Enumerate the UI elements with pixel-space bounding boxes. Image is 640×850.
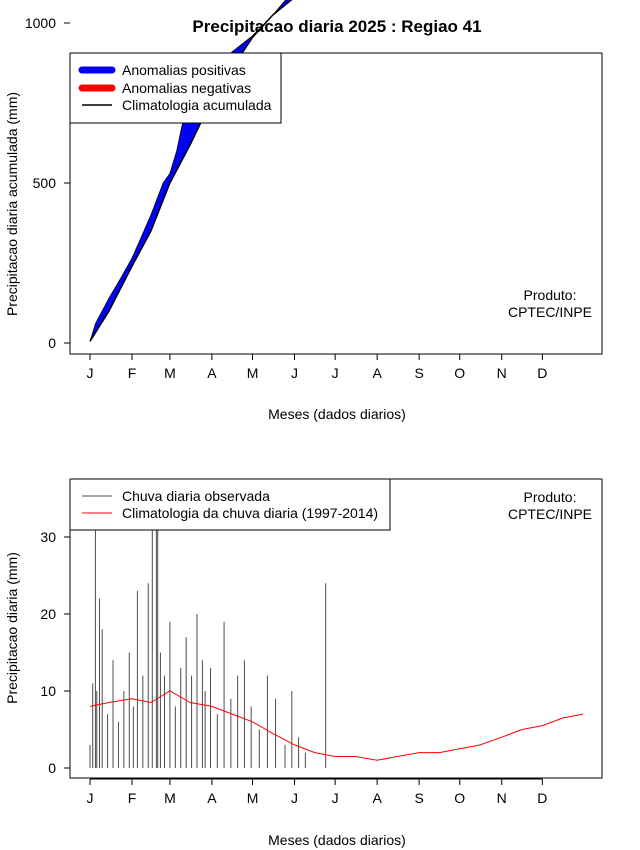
daily-chart: 0 10 20 30 J F M A M J J A S O N D Precipitacao diaria… xyxy=(4,478,603,848)
legend-label-positive: Anomalias positivas xyxy=(122,62,246,78)
x-tick-label: S xyxy=(414,365,423,381)
climatology-cumulative-line xyxy=(89,0,293,342)
y-tick-label: 1000 xyxy=(25,15,56,31)
legend-label-climatology: Climatologia acumulada xyxy=(122,97,272,113)
legend: Chuva diaria observada Climatologia da c… xyxy=(69,478,391,531)
credit-line-1: Produto: xyxy=(524,489,577,505)
chart-title: Precipitacao diaria 2025 : Regiao 41 xyxy=(192,17,481,36)
legend-box xyxy=(69,478,391,531)
x-tick-label: M xyxy=(164,365,176,381)
x-tick-label: J xyxy=(87,790,94,806)
x-tick-label: M xyxy=(164,790,176,806)
x-tick-label: N xyxy=(497,790,507,806)
legend-label-observed: Chuva diaria observada xyxy=(122,488,270,504)
x-tick-label: O xyxy=(454,365,465,381)
legend-label-negative: Anomalias negativas xyxy=(122,80,251,96)
y-axis: 0 10 20 30 xyxy=(40,529,70,776)
y-axis-label: Precipitacao diaria acumulada (mm) xyxy=(4,92,20,316)
y-axis-label: Precipitacao diaria (mm) xyxy=(4,552,20,704)
x-tick-label: J xyxy=(332,365,339,381)
y-tick-label: 0 xyxy=(48,760,56,776)
x-tick-label: F xyxy=(128,790,137,806)
climatology-daily-line xyxy=(89,690,584,761)
x-tick-label: J xyxy=(291,790,298,806)
x-tick-label: A xyxy=(207,365,217,381)
x-tick-label: A xyxy=(207,790,217,806)
legend: Anomalias positivas Anomalias negativas … xyxy=(69,52,282,124)
positive-anomaly-area xyxy=(89,0,292,342)
x-tick-label: M xyxy=(247,790,259,806)
anomaly-areas xyxy=(89,0,292,342)
x-tick-label: F xyxy=(128,365,137,381)
y-tick-label: 500 xyxy=(33,175,57,191)
x-axis-label: Meses (dados diarios) xyxy=(268,406,406,422)
climatology-line xyxy=(89,690,584,761)
y-tick-label: 30 xyxy=(40,529,56,545)
x-tick-label: A xyxy=(372,790,382,806)
observed-bars xyxy=(89,513,327,768)
x-tick-label: N xyxy=(497,365,507,381)
x-tick-label: A xyxy=(372,365,382,381)
x-tick-label: M xyxy=(247,365,259,381)
y-tick-label: 0 xyxy=(48,335,56,351)
x-tick-label: J xyxy=(332,790,339,806)
legend-label-climatology: Climatologia da chuva diaria (1997-2014) xyxy=(122,505,378,521)
x-tick-label: S xyxy=(414,790,423,806)
x-tick-label: O xyxy=(454,790,465,806)
credit-line-1: Produto: xyxy=(524,287,577,303)
credit-line-2: CPTEC/INPE xyxy=(508,506,592,522)
x-tick-label: D xyxy=(537,790,547,806)
credit-line-2: CPTEC/INPE xyxy=(508,304,592,320)
y-tick-label: 20 xyxy=(40,606,56,622)
y-tick-label: 10 xyxy=(40,683,56,699)
y-axis: 050010001500 xyxy=(25,15,70,351)
series-lines xyxy=(89,0,293,342)
x-tick-label: J xyxy=(87,365,94,381)
x-tick-label: D xyxy=(537,365,547,381)
x-axis-label: Meses (dados diarios) xyxy=(268,832,406,848)
x-tick-label: J xyxy=(291,365,298,381)
